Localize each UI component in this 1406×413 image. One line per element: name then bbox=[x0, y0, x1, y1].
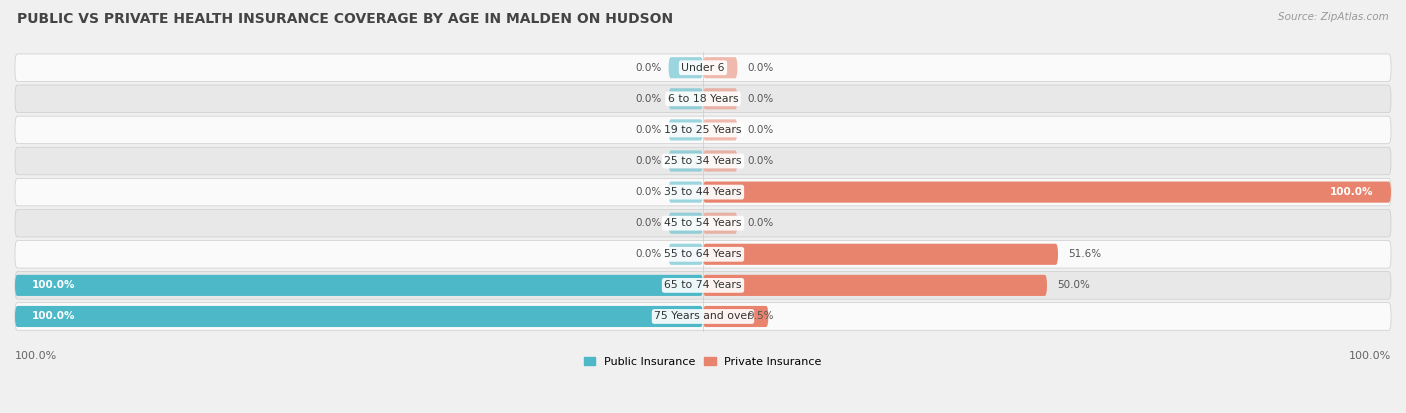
Text: 51.6%: 51.6% bbox=[1069, 249, 1101, 259]
FancyBboxPatch shape bbox=[15, 85, 1391, 113]
FancyBboxPatch shape bbox=[703, 275, 1047, 296]
Legend: Public Insurance, Private Insurance: Public Insurance, Private Insurance bbox=[579, 352, 827, 371]
FancyBboxPatch shape bbox=[703, 182, 1391, 203]
Text: 0.0%: 0.0% bbox=[748, 218, 773, 228]
FancyBboxPatch shape bbox=[669, 119, 703, 140]
Text: 9.5%: 9.5% bbox=[748, 311, 775, 321]
Text: 100.0%: 100.0% bbox=[1348, 351, 1391, 361]
Text: PUBLIC VS PRIVATE HEALTH INSURANCE COVERAGE BY AGE IN MALDEN ON HUDSON: PUBLIC VS PRIVATE HEALTH INSURANCE COVER… bbox=[17, 12, 673, 26]
FancyBboxPatch shape bbox=[669, 88, 703, 109]
Text: 65 to 74 Years: 65 to 74 Years bbox=[664, 280, 742, 290]
FancyBboxPatch shape bbox=[15, 178, 1391, 206]
Text: 0.0%: 0.0% bbox=[636, 218, 662, 228]
Text: 100.0%: 100.0% bbox=[1330, 187, 1374, 197]
FancyBboxPatch shape bbox=[15, 147, 1391, 175]
FancyBboxPatch shape bbox=[703, 150, 737, 171]
Text: 0.0%: 0.0% bbox=[636, 125, 662, 135]
FancyBboxPatch shape bbox=[15, 272, 1391, 299]
FancyBboxPatch shape bbox=[703, 119, 737, 140]
FancyBboxPatch shape bbox=[703, 88, 737, 109]
Text: 55 to 64 Years: 55 to 64 Years bbox=[664, 249, 742, 259]
Text: 45 to 54 Years: 45 to 54 Years bbox=[664, 218, 742, 228]
FancyBboxPatch shape bbox=[669, 57, 703, 78]
Text: 100.0%: 100.0% bbox=[32, 280, 76, 290]
Text: 100.0%: 100.0% bbox=[32, 311, 76, 321]
FancyBboxPatch shape bbox=[15, 209, 1391, 237]
Text: 50.0%: 50.0% bbox=[1057, 280, 1090, 290]
Text: 0.0%: 0.0% bbox=[748, 156, 773, 166]
FancyBboxPatch shape bbox=[669, 182, 703, 203]
Text: 0.0%: 0.0% bbox=[636, 156, 662, 166]
FancyBboxPatch shape bbox=[669, 150, 703, 171]
Text: 19 to 25 Years: 19 to 25 Years bbox=[664, 125, 742, 135]
FancyBboxPatch shape bbox=[669, 213, 703, 234]
Text: Source: ZipAtlas.com: Source: ZipAtlas.com bbox=[1278, 12, 1389, 22]
Text: 0.0%: 0.0% bbox=[748, 94, 773, 104]
Text: 25 to 34 Years: 25 to 34 Years bbox=[664, 156, 742, 166]
FancyBboxPatch shape bbox=[15, 275, 703, 296]
Text: 0.0%: 0.0% bbox=[636, 249, 662, 259]
FancyBboxPatch shape bbox=[15, 306, 703, 327]
FancyBboxPatch shape bbox=[703, 57, 737, 78]
Text: 0.0%: 0.0% bbox=[636, 94, 662, 104]
FancyBboxPatch shape bbox=[15, 240, 1391, 268]
FancyBboxPatch shape bbox=[703, 213, 737, 234]
FancyBboxPatch shape bbox=[15, 54, 1391, 81]
FancyBboxPatch shape bbox=[703, 244, 1057, 265]
Text: 0.0%: 0.0% bbox=[636, 63, 662, 73]
Text: 0.0%: 0.0% bbox=[748, 125, 773, 135]
Text: 75 Years and over: 75 Years and over bbox=[654, 311, 752, 321]
FancyBboxPatch shape bbox=[669, 244, 703, 265]
Text: 6 to 18 Years: 6 to 18 Years bbox=[668, 94, 738, 104]
Text: 0.0%: 0.0% bbox=[636, 187, 662, 197]
Text: 0.0%: 0.0% bbox=[748, 63, 773, 73]
FancyBboxPatch shape bbox=[15, 116, 1391, 144]
Text: Under 6: Under 6 bbox=[682, 63, 724, 73]
Text: 100.0%: 100.0% bbox=[15, 351, 58, 361]
FancyBboxPatch shape bbox=[15, 303, 1391, 330]
Text: 35 to 44 Years: 35 to 44 Years bbox=[664, 187, 742, 197]
FancyBboxPatch shape bbox=[703, 306, 768, 327]
